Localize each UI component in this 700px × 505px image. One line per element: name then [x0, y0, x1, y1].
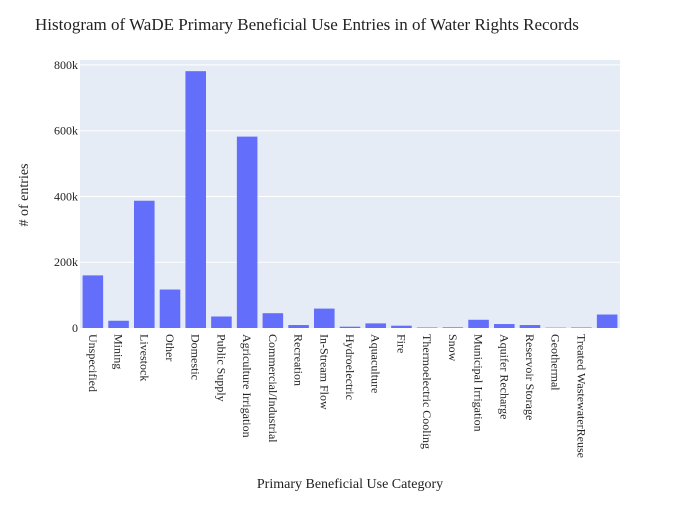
x-tick-label: Recreation	[292, 334, 306, 386]
bar	[365, 323, 386, 328]
bar	[134, 201, 155, 328]
x-tick-label: Reservoir Storage	[523, 334, 537, 420]
x-tick-label: Treated WastewaterReuse	[574, 334, 588, 458]
x-tick-label: Hydroelectric	[343, 334, 357, 400]
x-axis-ticks: Unspecified Mining Livestock Other Domestic P…	[86, 334, 589, 458]
x-tick-label: Agriculture Irrigation	[240, 334, 254, 438]
x-tick-label: Geothermal	[549, 334, 563, 391]
x-axis-title: Primary Beneficial Use Category	[257, 477, 443, 492]
y-tick-label: 200k	[54, 255, 78, 269]
x-tick-label: Municipal Irrigation	[472, 334, 486, 432]
bar	[185, 71, 206, 328]
bar	[494, 324, 515, 328]
bar	[160, 290, 181, 328]
bar	[340, 327, 361, 328]
bar	[263, 313, 284, 328]
x-tick-label: Other	[163, 334, 177, 361]
y-tick-label: 0	[72, 321, 78, 335]
y-tick-label: 800k	[54, 58, 78, 72]
x-tick-label: Domestic	[189, 334, 203, 380]
x-tick-label: Aquifer Recharge	[497, 334, 511, 419]
bar	[391, 326, 412, 328]
x-tick-label: Fire	[394, 334, 408, 353]
bar	[597, 315, 618, 328]
bar	[288, 325, 309, 328]
y-tick-label: 600k	[54, 124, 78, 138]
bar	[237, 137, 258, 328]
bar	[83, 275, 104, 328]
x-tick-label: In-Stream Flow	[317, 334, 331, 410]
bar	[443, 327, 464, 328]
chart-title: Histogram of WaDE Primary Beneficial Use…	[35, 15, 579, 34]
y-axis-ticks: 0 200k 400k 600k 800k	[54, 58, 78, 335]
plot-area	[80, 60, 620, 328]
bar	[211, 316, 232, 328]
y-tick-label: 400k	[54, 189, 78, 203]
x-tick-label: Commercial/Industrial	[266, 334, 280, 443]
x-tick-label: Aquaculture	[369, 334, 383, 393]
x-tick-label: Public Supply	[214, 334, 228, 402]
bar	[108, 321, 129, 328]
y-axis-title: # of entries	[17, 164, 32, 227]
x-tick-label: Mining	[112, 334, 126, 369]
bar	[520, 325, 541, 328]
bar	[468, 320, 489, 328]
x-tick-label: Unspecified	[86, 334, 100, 392]
x-tick-label: Snow	[446, 334, 460, 362]
x-tick-label: Livestock	[137, 334, 151, 381]
bar	[314, 309, 335, 328]
x-tick-label: Thermoelectric Cooling	[420, 334, 434, 449]
